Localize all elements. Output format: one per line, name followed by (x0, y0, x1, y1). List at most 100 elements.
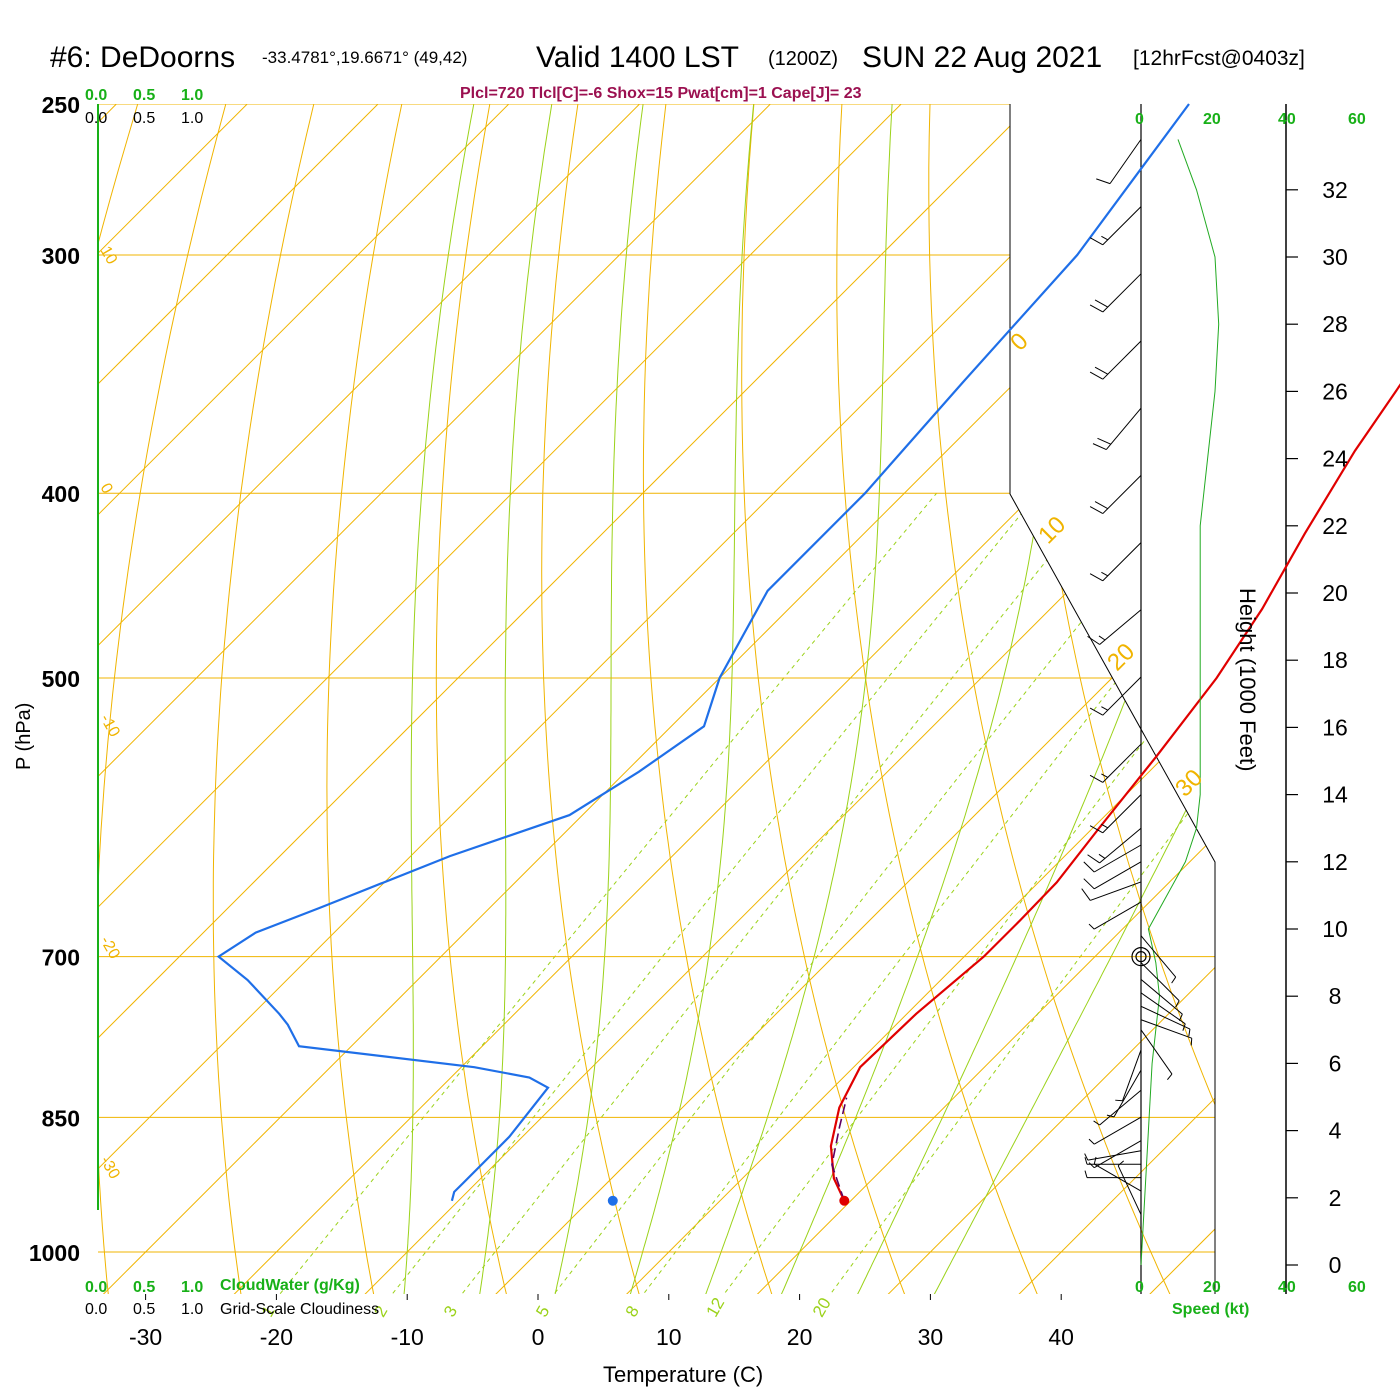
moist-adiabat-line (839, 104, 1215, 1294)
pressure-tick-label: 700 (42, 945, 80, 971)
parcel-trace-line (831, 1097, 848, 1202)
isotherm-line (98, 104, 840, 1294)
temperature-line (829, 383, 1400, 1202)
wind-barb-staff (1140, 935, 1177, 978)
wind-barb-feather (1083, 861, 1095, 873)
wind-barb-staff (1099, 1089, 1142, 1126)
wind-barb-feather (1093, 1156, 1097, 1165)
height-tick-label: 4 (1329, 1118, 1342, 1144)
wind-barb-staff (1093, 1140, 1142, 1169)
height-axis-title: Height (1000 Feet) (1235, 588, 1260, 771)
moist-adiabat-line (914, 104, 1215, 1294)
x-tick-label: 10 (656, 1324, 682, 1350)
isotherm-line (197, 104, 1215, 1294)
isotherm-line (98, 104, 1102, 1294)
cloudiness-tick-top-1: 0.5 (133, 110, 155, 127)
zulu-time: (1200Z) (768, 48, 838, 70)
isotherm-line (98, 104, 448, 1294)
mixing-ratio-line (249, 492, 937, 1294)
forecast-info: [12hrFcst@0403z] (1133, 47, 1305, 70)
wind-barb-feather (1093, 1120, 1100, 1126)
wind-barb-feather (1089, 774, 1104, 783)
dry-adiabat-line (435, 104, 516, 1294)
moist-adiabat-line (473, 104, 565, 1294)
wind-barb-feather (1088, 1138, 1095, 1145)
moist-adiabat-line (546, 104, 654, 1294)
wind-barb-staff (1102, 743, 1142, 783)
surface-dewpoint-dot (607, 1195, 618, 1206)
wind-barb-feather (1175, 1000, 1180, 1008)
height-tick-label: 14 (1322, 782, 1348, 808)
cloudwater-tick-bottom-0: 0.0 (85, 1279, 107, 1296)
speed-tick-top-3: 60 (1348, 111, 1366, 128)
dry-adiabat-line (1359, 0, 1400, 1331)
isotherm-label: 0 (1005, 328, 1034, 357)
lcl-marker-inner (1135, 951, 1147, 963)
dry-adiabat-label: 10 (97, 244, 121, 268)
pressure-tick-label: 1000 (29, 1240, 80, 1266)
dry-adiabat-line (741, 104, 920, 1294)
wind-barb-staff (1105, 407, 1142, 450)
isotherm-line (98, 104, 317, 1294)
x-axis-title: Temperature (C) (603, 1362, 763, 1387)
moist-adiabat-line (618, 104, 762, 1294)
plot-frame (97, 104, 1287, 1294)
height-tick-label: 12 (1322, 849, 1348, 875)
mixing-ratio-line (362, 492, 1039, 1294)
isotherm-line (98, 104, 186, 1294)
wind-barb-staff (1093, 901, 1142, 930)
cloudiness-tick-bottom-1: 0.5 (133, 1301, 155, 1318)
height-tick-label: 30 (1322, 244, 1348, 270)
wind-barb-staff (1093, 861, 1142, 890)
cloudwater-tick-bottom-1: 0.5 (133, 1279, 155, 1296)
wind-barb-feather (1084, 1170, 1088, 1178)
speed-tick-top-2: 40 (1278, 111, 1296, 128)
isotherm-line (98, 104, 1215, 1294)
isotherm-line (720, 104, 1215, 1294)
isotherm-line (981, 104, 1215, 1294)
wind-barb-feather (1101, 773, 1109, 778)
pressure-tick-label: 250 (42, 92, 80, 118)
wind-barb-staff (1093, 844, 1142, 873)
moist-adiabat-line (691, 104, 898, 1294)
speed-label: Speed (kt) (1172, 1301, 1249, 1318)
wind-barb-feather (1089, 825, 1104, 834)
wind-barb-staff (1140, 1029, 1173, 1075)
dry-adiabat-label: -30 (97, 1154, 123, 1183)
dewpoint-line (216, 103, 1190, 1202)
dry-adiabat-label: 0 (97, 481, 116, 497)
wind-barb-feather (1088, 923, 1095, 930)
height-tick-label: 32 (1322, 177, 1348, 203)
station-title: #6: DeDoorns (50, 41, 235, 74)
pressure-tick-label: 500 (42, 666, 80, 692)
mixing-ratio-line (525, 492, 1185, 1294)
speed-tick-bottom-1: 20 (1203, 1279, 1221, 1296)
wind-barb-staff (1102, 794, 1142, 834)
axis-labels: 1 2 3 5 8 12 20-30 -20 -10 0 10 20 30 402503004005007… (29, 92, 1348, 1350)
x-tick-label: 40 (1048, 1324, 1074, 1350)
mixing-ratio-label: 12 (702, 1294, 728, 1320)
pressure-tick-label: 400 (42, 481, 80, 507)
speed-tick-top-0: 0 (1135, 111, 1144, 128)
dry-adiabat-line (326, 104, 427, 1294)
height-tick-label: 28 (1322, 311, 1348, 337)
cloudwater-tick-top-0: 0.0 (85, 87, 107, 104)
wind-barb-feather (1084, 1157, 1088, 1165)
wind-barb-feather (1101, 571, 1109, 577)
wind-barb-staff (1140, 962, 1180, 1002)
dry-adiabat-label: -10 (97, 712, 123, 741)
wind-barb-feather (1106, 1114, 1115, 1118)
cloudwater-tick-top-1: 0.5 (133, 87, 155, 104)
wind-barb-staff (1087, 1150, 1142, 1161)
dry-adiabat-line (541, 104, 651, 1294)
isotherm-line (98, 104, 710, 1294)
wind-barb-feather (1098, 635, 1106, 641)
isotherm-line (1244, 35, 1400, 1331)
wind-barb-feather (1096, 178, 1111, 185)
wind-barb-feather (1101, 235, 1109, 241)
wind-barb-feather (1182, 1023, 1186, 1031)
wind-barb-feather (1089, 237, 1104, 246)
speed-tick-top-1: 20 (1203, 111, 1221, 128)
wind-barb-staff (1102, 273, 1142, 313)
